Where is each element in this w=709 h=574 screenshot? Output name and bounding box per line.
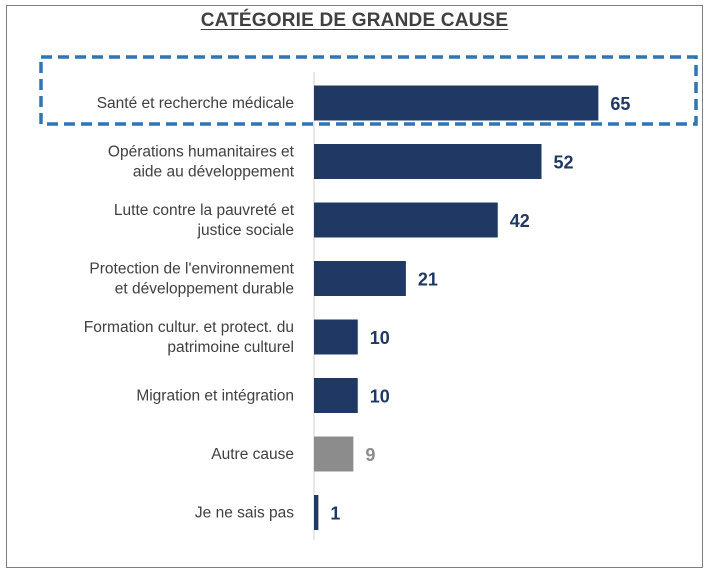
value-label: 65 bbox=[610, 94, 630, 114]
category-label: Autre cause bbox=[211, 446, 294, 463]
category-label: Je ne sais pas bbox=[195, 505, 294, 522]
bar bbox=[314, 436, 354, 472]
value-label: 9 bbox=[365, 445, 375, 465]
chart-title: CATÉGORIE DE GRANDE CAUSE bbox=[200, 10, 509, 31]
value-label: 21 bbox=[418, 270, 438, 290]
bar bbox=[314, 495, 319, 530]
category-label: Opérations humanitaires et aide au dévelo… bbox=[108, 144, 295, 181]
value-label: 1 bbox=[330, 504, 340, 524]
category-label: Migration et intégration bbox=[136, 388, 294, 405]
bar bbox=[314, 144, 542, 179]
bar bbox=[314, 261, 406, 296]
category-label: Formation cultur. et protect. du patrimoi… bbox=[84, 319, 294, 356]
category-label: Lutte contre la pauvreté et justice socia… bbox=[114, 202, 295, 239]
value-label: 42 bbox=[510, 211, 530, 231]
bar bbox=[314, 319, 358, 355]
bar bbox=[314, 202, 498, 238]
highlight-box bbox=[39, 55, 698, 126]
category-label: Protection de l'environnement et développ… bbox=[89, 261, 294, 298]
category-label: Santé et recherche médicale bbox=[97, 95, 294, 112]
value-label: 52 bbox=[554, 153, 574, 173]
bar bbox=[314, 85, 599, 121]
value-label: 10 bbox=[370, 387, 390, 407]
value-label: 10 bbox=[370, 328, 390, 348]
bar bbox=[314, 378, 358, 413]
